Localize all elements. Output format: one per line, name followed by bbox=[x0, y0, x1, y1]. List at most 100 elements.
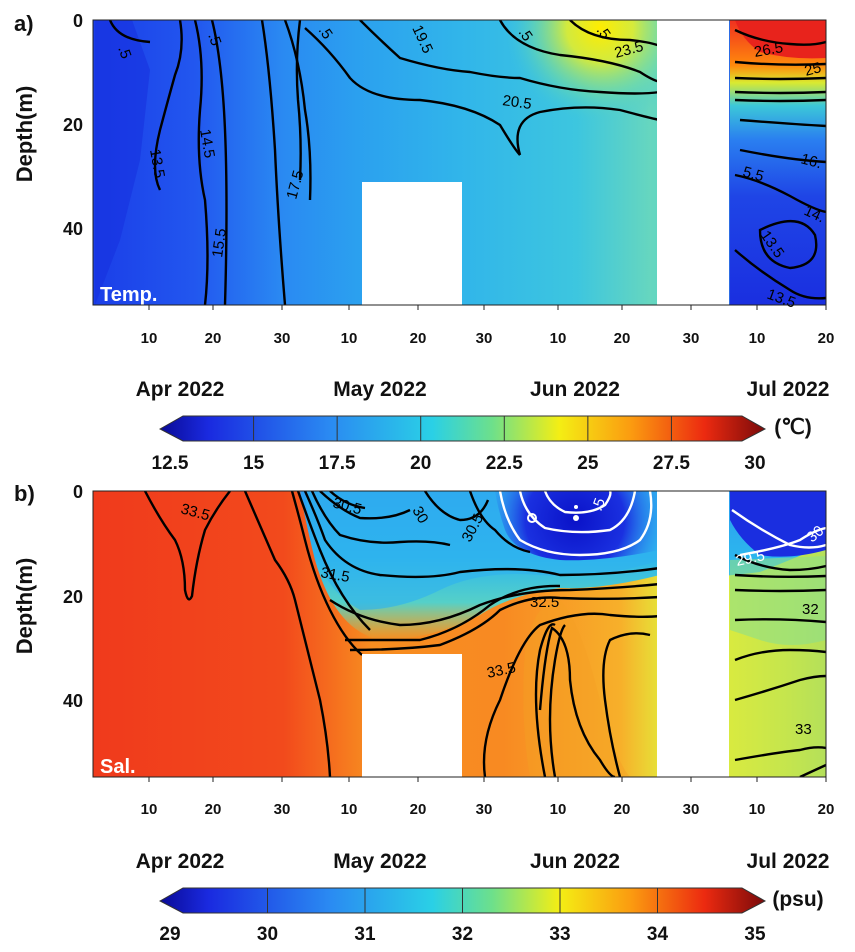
contour-label: 17.5 bbox=[283, 168, 307, 201]
y-tick-label: 0 bbox=[73, 482, 83, 502]
month-label: Jun 2022 bbox=[530, 378, 620, 401]
panel-b-frame bbox=[92, 490, 827, 778]
contour-label: 23.5 bbox=[613, 38, 646, 62]
x-tick-label: 10 bbox=[341, 330, 358, 347]
month-label: Apr 2022 bbox=[136, 850, 225, 873]
colorbar-tick-label: 20 bbox=[410, 453, 431, 474]
colorbar-tick-label: 30 bbox=[257, 924, 278, 945]
colorbar-unit: (psu) bbox=[772, 888, 823, 911]
panel-b-salinity: b) bbox=[12, 481, 834, 945]
panel-a-month-labels: Apr 2022 May 2022 Jun 2022 Jul 2022 bbox=[136, 378, 830, 401]
x-tick-label: 30 bbox=[683, 330, 700, 347]
x-tick-label: 10 bbox=[749, 330, 766, 347]
contour-label: 33 bbox=[795, 721, 812, 738]
colorbar-tick-label: 27.5 bbox=[653, 453, 690, 474]
no-data-mask-may bbox=[362, 654, 462, 780]
x-tick-label: 10 bbox=[341, 801, 358, 818]
colorbar-tick-label: 32 bbox=[452, 924, 473, 945]
y-tick-label: 40 bbox=[63, 691, 83, 711]
contour-label: 20.5 bbox=[501, 92, 532, 113]
y-tick-label: 0 bbox=[73, 11, 83, 31]
panel-a-y-axis: Depth(m) 0 20 40 bbox=[12, 11, 83, 239]
contour-label: 32 bbox=[802, 601, 819, 618]
y-axis-title: Depth(m) bbox=[12, 86, 37, 183]
contour-label: 25 bbox=[803, 59, 824, 80]
panel-a-frame bbox=[92, 19, 827, 306]
contour-label: 5.5 bbox=[741, 163, 766, 185]
month-label: Jun 2022 bbox=[530, 850, 620, 873]
contour-label: 13.5 bbox=[146, 148, 168, 180]
x-tick-label: 30 bbox=[476, 801, 493, 818]
colorbar-tick-label: 30 bbox=[744, 453, 765, 474]
salinity-colorbar: 29 30 31 32 33 34 35 (psu) bbox=[158, 887, 824, 945]
contour-label: 31.5 bbox=[319, 564, 351, 586]
colorbar-tick-label: 15 bbox=[243, 453, 265, 474]
x-tick-label: 20 bbox=[205, 801, 222, 818]
colorbar-tick-label: 29 bbox=[159, 924, 180, 945]
panel-a-x-axis: 10 20 30 10 20 30 10 20 30 10 20 bbox=[141, 305, 835, 347]
x-tick-label: 30 bbox=[476, 330, 493, 347]
colorbar-tick-label: 25 bbox=[577, 453, 599, 474]
x-tick-label: 10 bbox=[550, 801, 567, 818]
contour-label: 33.5 bbox=[179, 500, 212, 524]
x-tick-label: 30 bbox=[683, 801, 700, 818]
x-tick-label: 30 bbox=[274, 801, 291, 818]
month-label: Jul 2022 bbox=[747, 850, 830, 873]
contour-label: .5 bbox=[204, 31, 224, 49]
temperature-contours bbox=[108, 20, 826, 305]
x-tick-label: 20 bbox=[818, 801, 835, 818]
y-axis-title: Depth(m) bbox=[12, 558, 37, 655]
panel-b-label: b) bbox=[14, 481, 35, 506]
colorbar-tick-label: 12.5 bbox=[152, 453, 189, 474]
panel-b-month-labels: Apr 2022 May 2022 Jun 2022 Jul 2022 bbox=[136, 850, 830, 873]
contour-label: 29.5 bbox=[734, 547, 766, 570]
contour-label: 14.5 bbox=[196, 128, 218, 160]
colorbar-tick-label: 34 bbox=[647, 924, 669, 945]
temperature-variable-label: Temp. bbox=[100, 284, 157, 306]
y-tick-label: 40 bbox=[63, 219, 83, 239]
y-tick-label: 20 bbox=[63, 115, 83, 135]
contour-label: 30.5 bbox=[331, 494, 364, 518]
x-tick-label: 10 bbox=[141, 801, 158, 818]
x-tick-label: 10 bbox=[141, 330, 158, 347]
month-label: Jul 2022 bbox=[747, 378, 830, 401]
contour-label: 16. bbox=[799, 150, 824, 172]
month-label: May 2022 bbox=[333, 378, 426, 401]
x-tick-label: 20 bbox=[410, 330, 427, 347]
x-tick-label: 10 bbox=[749, 801, 766, 818]
x-tick-label: 20 bbox=[614, 330, 631, 347]
colorbar-unit: (℃) bbox=[774, 416, 812, 439]
x-tick-label: 20 bbox=[614, 801, 631, 818]
panel-b-x-axis: 10 20 30 10 20 30 10 20 30 10 20 bbox=[141, 777, 835, 818]
contour-label: 15.5 bbox=[209, 227, 230, 258]
colorbar-tick-label: 33 bbox=[549, 924, 570, 945]
y-tick-label: 20 bbox=[63, 587, 83, 607]
contour-label: .5 bbox=[114, 44, 134, 62]
panel-a-label: a) bbox=[14, 11, 34, 36]
colorbar-tick-label: 22.5 bbox=[486, 453, 523, 474]
colorbar-tick-label: 31 bbox=[354, 924, 376, 945]
salinity-variable-label: Sal. bbox=[100, 756, 136, 778]
x-tick-label: 30 bbox=[274, 330, 291, 347]
contour-label: 30 bbox=[409, 504, 432, 527]
month-label: May 2022 bbox=[333, 850, 426, 873]
month-label: Apr 2022 bbox=[136, 378, 225, 401]
panel-a-temperature: a) bbox=[12, 11, 834, 474]
contour-label: .5 bbox=[589, 496, 609, 514]
colorbar-tick-label: 35 bbox=[744, 924, 766, 945]
contour-label: 33.5 bbox=[485, 659, 517, 682]
x-tick-label: 10 bbox=[550, 330, 567, 347]
salinity-contours bbox=[143, 491, 826, 777]
colorbar-tick-label: 17.5 bbox=[319, 453, 356, 474]
panel-b-y-axis: Depth(m) 0 20 40 bbox=[12, 482, 83, 711]
x-tick-label: 20 bbox=[410, 801, 427, 818]
salinity-contours-white bbox=[498, 491, 826, 557]
contour-label: 32.5 bbox=[530, 594, 559, 611]
temperature-colorbar: 12.5 15 17.5 20 22.5 25 27.5 30 (℃) bbox=[152, 415, 812, 474]
contour-label: 26.5 bbox=[753, 39, 785, 61]
x-tick-label: 20 bbox=[818, 330, 835, 347]
x-tick-label: 20 bbox=[205, 330, 222, 347]
no-data-mask-jun-jul bbox=[657, 489, 729, 780]
no-data-mask-jun-jul bbox=[657, 18, 729, 308]
